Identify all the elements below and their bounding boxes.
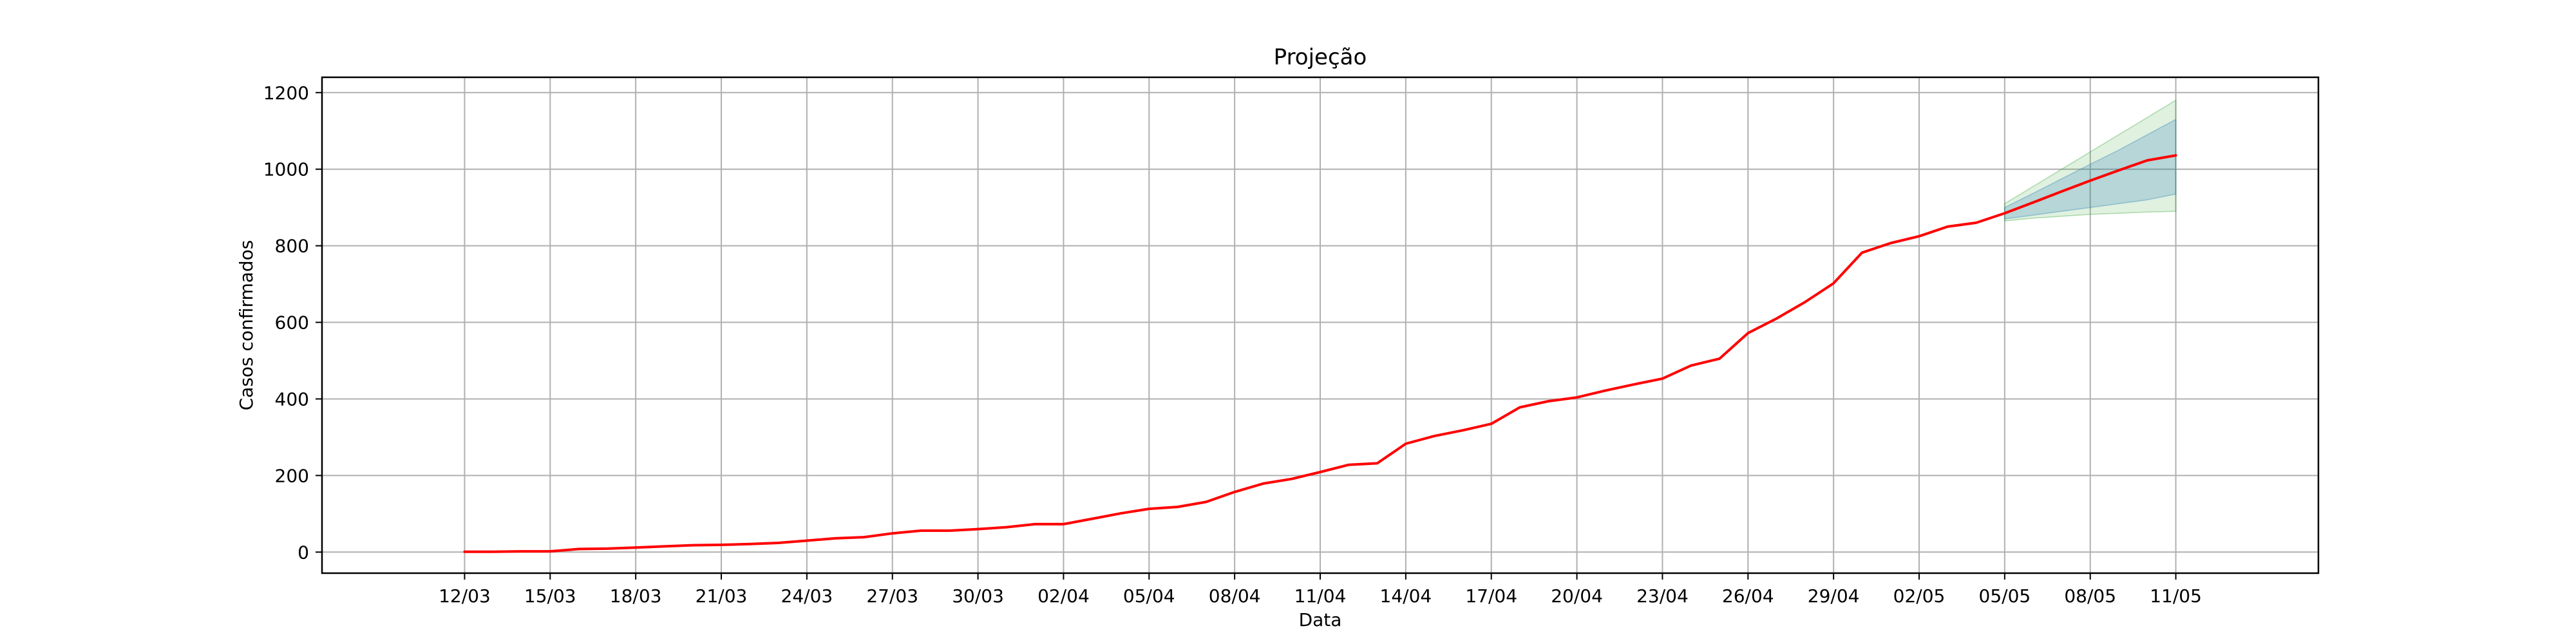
x-tick-label: 21/03 — [696, 585, 748, 607]
y-tick-label: 1000 — [263, 159, 309, 180]
y-tick-label: 400 — [275, 388, 309, 410]
y-tick-label: 600 — [275, 312, 309, 334]
grid-lines — [322, 77, 2318, 573]
chart-title: Projeção — [1274, 44, 1367, 70]
x-axis-ticks: 12/03 15/03 18/03 21/03 24/03 27/03 30/03 02/04… — [439, 573, 2202, 607]
x-tick-label: 12/03 — [439, 585, 491, 607]
x-tick-label: 05/04 — [1123, 585, 1175, 607]
x-tick-label: 02/04 — [1037, 585, 1090, 607]
x-tick-label: 05/05 — [1979, 585, 2031, 607]
x-tick-label: 24/03 — [781, 585, 833, 607]
y-tick-label: 200 — [275, 465, 309, 486]
x-tick-label: 30/03 — [952, 585, 1004, 607]
x-tick-label: 08/04 — [1209, 585, 1261, 607]
x-tick-label: 26/04 — [1722, 585, 1774, 607]
data-series — [463, 154, 2177, 553]
y-tick-label: 1200 — [263, 82, 309, 104]
x-tick-label: 23/04 — [1636, 585, 1689, 607]
x-tick-label: 11/05 — [2150, 585, 2202, 607]
confidence-band — [2004, 99, 2177, 222]
confidence-band — [2004, 118, 2177, 220]
x-tick-label: 29/04 — [1808, 585, 1860, 607]
x-tick-label: 17/04 — [1465, 585, 1517, 607]
x-tick-label: 20/04 — [1551, 585, 1603, 607]
x-tick-label: 02/05 — [1893, 585, 1946, 607]
x-tick-label: 15/03 — [524, 585, 576, 607]
y-axis-ticks: 0 200 400 600 800 1000 1200 — [263, 82, 322, 563]
x-tick-label: 27/03 — [866, 585, 918, 607]
x-tick-label: 08/05 — [2064, 585, 2116, 607]
y-tick-label: 0 — [298, 542, 309, 563]
x-tick-label: 14/04 — [1380, 585, 1432, 607]
confidence-bands — [2004, 99, 2177, 222]
y-axis-label: Casos confirmados — [236, 240, 257, 411]
series-line — [463, 154, 2177, 553]
x-tick-label: 11/04 — [1294, 585, 1347, 607]
x-axis-label: Data — [1299, 609, 1342, 630]
y-tick-label: 800 — [275, 236, 309, 257]
x-tick-label: 18/03 — [610, 585, 662, 607]
